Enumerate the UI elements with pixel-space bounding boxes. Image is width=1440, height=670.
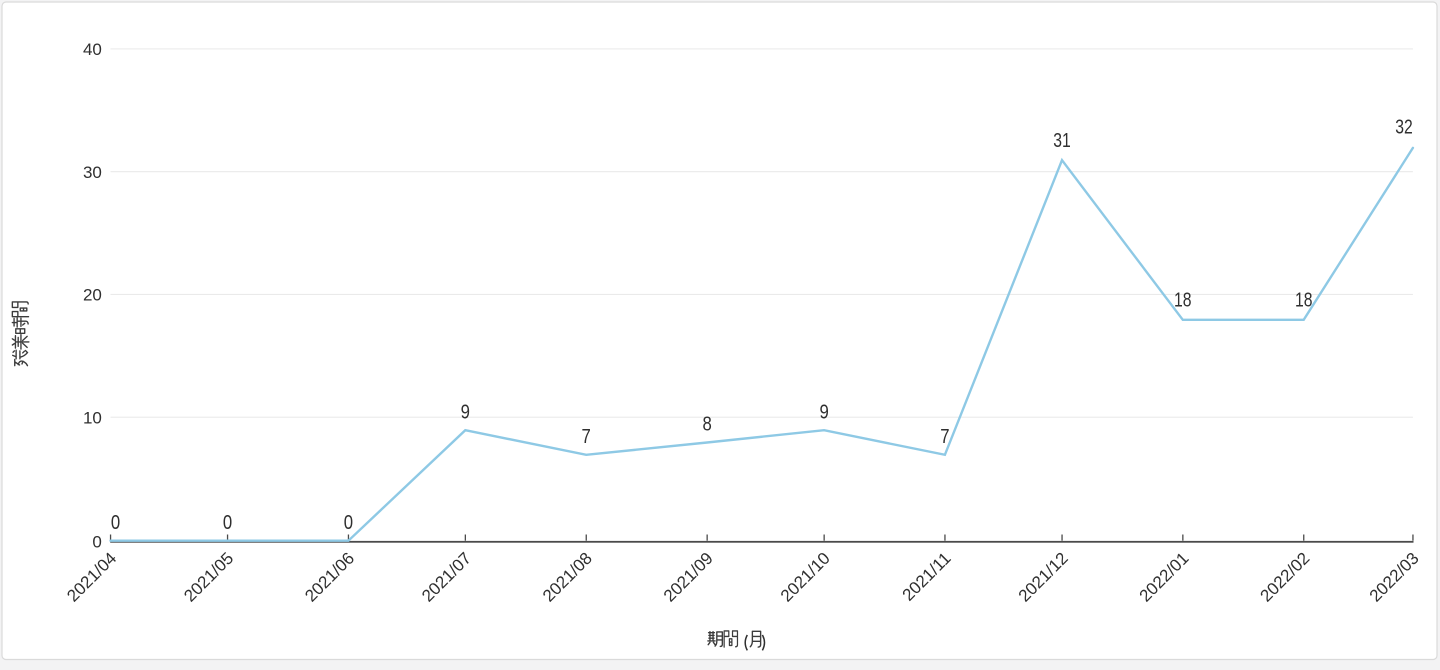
svg-text:9: 9 bbox=[819, 401, 828, 423]
svg-text:7: 7 bbox=[582, 426, 591, 448]
svg-text:0: 0 bbox=[344, 512, 353, 534]
svg-text:9: 9 bbox=[461, 401, 470, 423]
svg-text:0: 0 bbox=[111, 512, 120, 534]
svg-text:8: 8 bbox=[702, 414, 711, 436]
svg-text:18: 18 bbox=[1174, 290, 1192, 312]
svg-text:30: 30 bbox=[83, 163, 102, 182]
svg-text:10: 10 bbox=[83, 408, 102, 427]
svg-text:40: 40 bbox=[83, 40, 102, 59]
svg-text:20: 20 bbox=[83, 286, 102, 305]
svg-text:0: 0 bbox=[223, 512, 232, 534]
svg-text:32: 32 bbox=[1395, 117, 1413, 139]
svg-text:7: 7 bbox=[940, 426, 949, 448]
svg-text:31: 31 bbox=[1053, 130, 1071, 152]
svg-text:0: 0 bbox=[92, 532, 101, 551]
svg-text:18: 18 bbox=[1295, 290, 1313, 312]
